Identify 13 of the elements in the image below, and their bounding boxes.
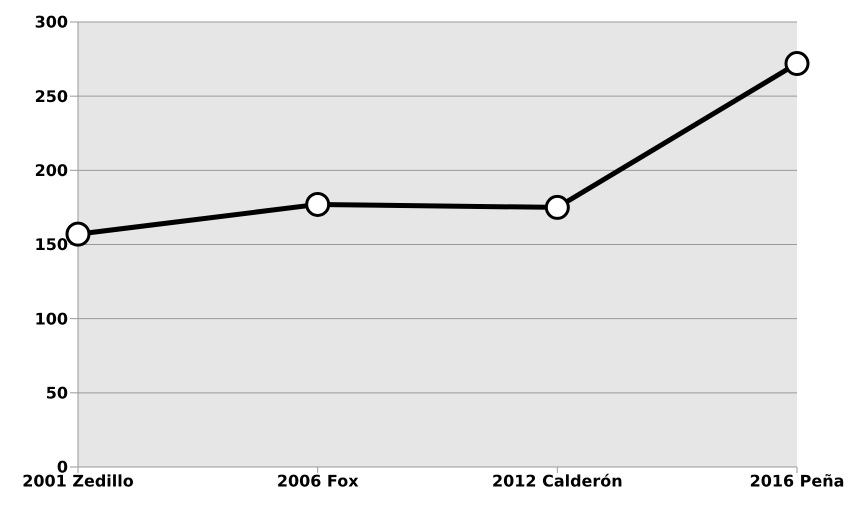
y-tick-label: 300	[34, 12, 68, 32]
y-tick-label: 150	[34, 235, 68, 254]
y-tick-label: 50	[46, 384, 68, 403]
y-tick-label: 250	[34, 86, 68, 106]
x-tick-label: 2012 Calderón	[492, 471, 623, 490]
point	[784, 51, 810, 76]
point	[544, 194, 570, 220]
x-tick-label: 2006 Fox	[276, 471, 360, 490]
point	[305, 192, 330, 217]
x-tick-label: 2016 Peña	[750, 471, 844, 490]
point	[66, 222, 90, 247]
y-tick-label: 200	[34, 161, 68, 180]
y-tick-label: 100	[34, 309, 68, 328]
